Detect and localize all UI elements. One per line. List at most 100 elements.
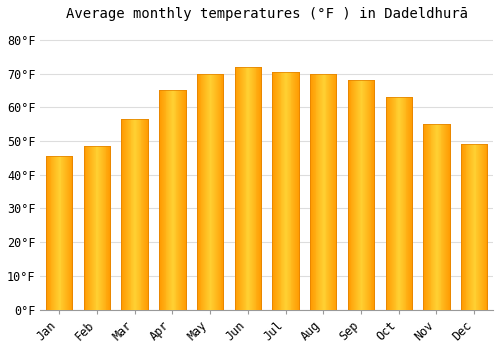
Bar [234,67,261,310]
Bar [277,72,278,310]
Bar [334,74,336,310]
Bar [62,156,64,310]
Bar [58,156,59,310]
Bar [442,124,444,310]
Bar [46,156,47,310]
Bar [197,74,198,310]
Bar [260,67,261,310]
Bar [323,74,324,310]
Bar [365,80,366,310]
Bar [408,97,410,310]
Bar [163,90,164,310]
Bar [324,74,326,310]
Bar [461,145,487,310]
Bar [447,124,448,310]
Bar [403,97,404,310]
Bar [480,145,481,310]
Bar [251,67,252,310]
Bar [278,72,280,310]
Bar [244,67,246,310]
Bar [427,124,428,310]
Bar [132,119,134,310]
Bar [362,80,364,310]
Bar [162,90,163,310]
Bar [65,156,66,310]
Bar [142,119,144,310]
Bar [210,74,212,310]
Bar [404,97,406,310]
Bar [259,67,260,310]
Bar [258,67,259,310]
Bar [394,97,396,310]
Bar [484,145,486,310]
Bar [140,119,141,310]
Bar [328,74,329,310]
Bar [409,97,410,310]
Bar [348,80,374,310]
Bar [438,124,439,310]
Bar [272,72,299,310]
Bar [238,67,239,310]
Bar [160,90,161,310]
Bar [145,119,146,310]
Bar [424,124,425,310]
Bar [288,72,290,310]
Bar [84,146,110,310]
Bar [368,80,370,310]
Bar [434,124,435,310]
Bar [222,74,224,310]
Bar [234,67,236,310]
Bar [205,74,206,310]
Bar [435,124,436,310]
Bar [449,124,450,310]
Bar [166,90,168,310]
Bar [172,90,173,310]
Bar [332,74,333,310]
Bar [200,74,202,310]
Bar [98,146,99,310]
Bar [355,80,356,310]
Bar [352,80,354,310]
Bar [272,72,274,310]
Bar [67,156,68,310]
Bar [461,145,462,310]
Bar [354,80,355,310]
Bar [357,80,358,310]
Bar [389,97,390,310]
Bar [184,90,186,310]
Bar [249,67,250,310]
Bar [214,74,215,310]
Bar [294,72,295,310]
Bar [428,124,429,310]
Bar [400,97,401,310]
Bar [444,124,445,310]
Bar [104,146,106,310]
Bar [176,90,178,310]
Bar [275,72,276,310]
Bar [250,67,251,310]
Bar [366,80,367,310]
Bar [170,90,171,310]
Bar [468,145,469,310]
Bar [241,67,242,310]
Bar [311,74,312,310]
Bar [483,145,484,310]
Bar [181,90,182,310]
Bar [240,67,241,310]
Bar [462,145,463,310]
Bar [68,156,69,310]
Bar [47,156,48,310]
Bar [50,156,51,310]
Bar [52,156,54,310]
Bar [94,146,96,310]
Bar [56,156,57,310]
Bar [130,119,132,310]
Bar [60,156,62,310]
Bar [438,124,440,310]
Bar [470,145,471,310]
Bar [220,74,222,310]
Bar [122,119,124,310]
Bar [482,145,483,310]
Bar [314,74,316,310]
Bar [396,97,398,310]
